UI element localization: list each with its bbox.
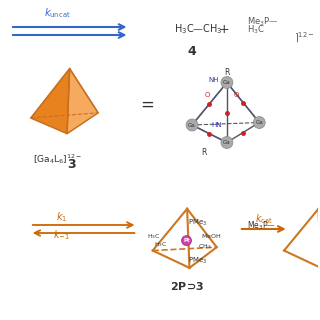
Text: +: + — [219, 22, 229, 36]
Text: 3: 3 — [67, 158, 76, 171]
Text: $\bf 2P\!\supset\!3$: $\bf 2P\!\supset\!3$ — [170, 280, 204, 292]
Text: $k_{\rm cat}$: $k_{\rm cat}$ — [255, 212, 273, 226]
Polygon shape — [31, 113, 98, 134]
Text: $\rceil^{12-}$: $\rceil^{12-}$ — [293, 31, 315, 45]
Circle shape — [221, 137, 233, 148]
Circle shape — [181, 236, 191, 246]
Text: R: R — [224, 68, 229, 76]
Text: O: O — [204, 92, 210, 98]
Text: $k_{\rm uncat}$: $k_{\rm uncat}$ — [44, 6, 71, 20]
Text: $\rm CH_3$: $\rm CH_3$ — [198, 242, 212, 251]
Circle shape — [253, 116, 265, 129]
Text: $[\rm Ga_4L_6]^{12-}$: $[\rm Ga_4L_6]^{12-}$ — [33, 152, 82, 166]
Text: Pt: Pt — [183, 238, 190, 243]
Text: R: R — [201, 148, 207, 156]
Text: $\rm Me_3P$—: $\rm Me_3P$— — [247, 219, 276, 232]
Text: $\rm H_3C$: $\rm H_3C$ — [247, 24, 265, 36]
Text: Ga: Ga — [255, 120, 263, 125]
Circle shape — [186, 119, 198, 131]
Text: $\rm MeOH$: $\rm MeOH$ — [201, 232, 221, 240]
Polygon shape — [67, 68, 98, 134]
Text: $\rm PMe_3$: $\rm PMe_3$ — [188, 218, 208, 228]
Polygon shape — [31, 68, 70, 134]
Text: O: O — [233, 92, 238, 98]
Text: $k_1$: $k_1$ — [56, 210, 67, 224]
Text: HN: HN — [212, 122, 222, 128]
Circle shape — [221, 76, 233, 89]
Text: =: = — [140, 96, 154, 114]
Text: $k_{-1}$: $k_{-1}$ — [53, 228, 70, 242]
Text: Ga: Ga — [223, 140, 231, 145]
Text: Ga: Ga — [223, 80, 231, 85]
Text: $\rm H_3C$: $\rm H_3C$ — [147, 232, 160, 241]
Text: $\rm H_3C$: $\rm H_3C$ — [154, 240, 167, 249]
Text: Ga: Ga — [188, 123, 196, 127]
Text: NH: NH — [209, 77, 219, 83]
Text: $\rm H_3C$—$\rm CH_3$: $\rm H_3C$—$\rm CH_3$ — [174, 22, 223, 36]
Text: $\rm PMe_3$: $\rm PMe_3$ — [188, 256, 208, 266]
Text: $\rm Me_3P$—: $\rm Me_3P$— — [247, 16, 278, 28]
Text: 4: 4 — [188, 45, 196, 58]
